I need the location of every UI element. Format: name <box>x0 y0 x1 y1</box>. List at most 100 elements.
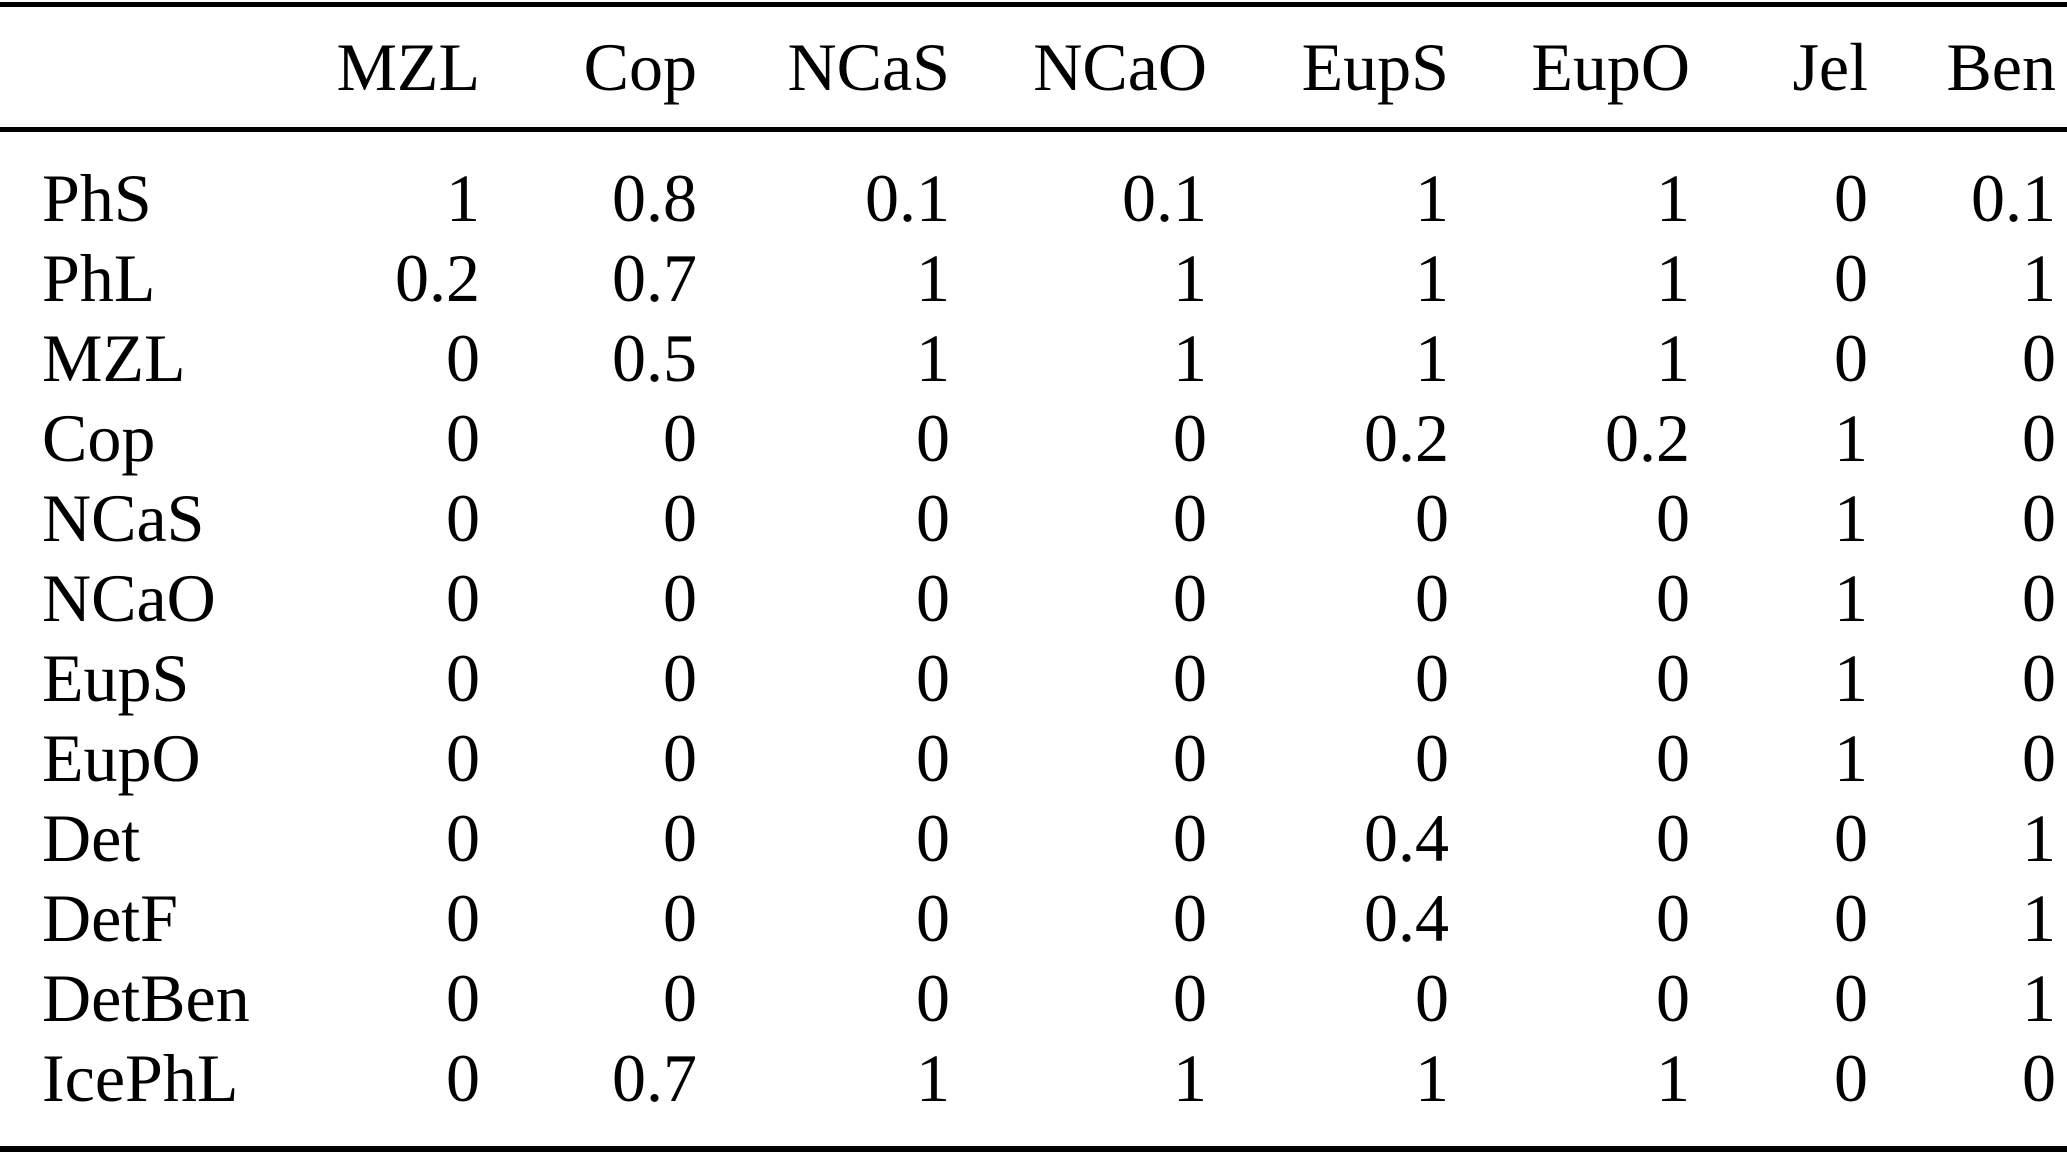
column-header: Jel <box>1690 4 1868 132</box>
row-label: DetF <box>42 879 178 956</box>
cell: 0.8 <box>612 159 697 236</box>
cell: 0 <box>1656 639 1690 716</box>
cell: 0.7 <box>612 239 697 316</box>
spacer-row <box>0 1118 2067 1149</box>
cell: 0 <box>663 879 697 956</box>
table-row: NCaS 0 0 0 0 0 0 1 0 <box>0 478 2067 558</box>
cell: 1 <box>1173 319 1207 396</box>
cell: 0 <box>916 879 950 956</box>
cell: 0 <box>446 319 480 396</box>
cell: 0 <box>663 959 697 1036</box>
cell: 0 <box>1834 799 1868 876</box>
cell: 0 <box>1656 479 1690 556</box>
cell: 1 <box>1834 479 1868 556</box>
cell: 1 <box>1834 719 1868 796</box>
cell: 0.2 <box>1364 399 1449 476</box>
cell: 1 <box>916 319 950 396</box>
cell: 1 <box>1173 239 1207 316</box>
table-row: DetBen 0 0 0 0 0 0 0 1 <box>0 958 2067 1038</box>
cell: 1 <box>2022 959 2056 1036</box>
column-header: EupS <box>1207 4 1449 132</box>
cell: 0.5 <box>612 319 697 396</box>
cell: 1 <box>1656 319 1690 396</box>
cell: 0 <box>916 639 950 716</box>
row-label: IcePhL <box>42 1039 239 1116</box>
spacer-cell <box>0 130 2067 159</box>
cell: 1 <box>446 159 480 236</box>
cell: 0 <box>1834 239 1868 316</box>
column-header: NCaS <box>697 4 950 132</box>
cell: 1 <box>916 1039 950 1116</box>
row-label: MZL <box>42 319 186 396</box>
cell: 0 <box>663 719 697 796</box>
cell: 0 <box>446 639 480 716</box>
cell: 0 <box>1173 559 1207 636</box>
cell: 0 <box>1173 639 1207 716</box>
table-row: Det 0 0 0 0 0.4 0 0 1 <box>0 798 2067 878</box>
column-header: Ben <box>1868 4 2067 132</box>
cell: 1 <box>1415 159 1449 236</box>
cell: 0 <box>1415 479 1449 556</box>
cell: 0 <box>1656 879 1690 956</box>
row-label: DetBen <box>42 959 250 1036</box>
cell: 0 <box>446 719 480 796</box>
cell: 1 <box>916 239 950 316</box>
table-body: PhS 1 0.8 0.1 0.1 1 1 0 0.1 PhL 0.2 0.7 1 1 1 1 0 1 MZL 0 0.… <box>0 130 2067 1150</box>
header-row: MZL Cop NCaS NCaO EupS EupO Jel Ben <box>0 4 2067 132</box>
cell: 0 <box>446 1039 480 1116</box>
cell: 1 <box>2022 239 2056 316</box>
cell: 0 <box>1173 719 1207 796</box>
row-label: PhS <box>42 159 152 236</box>
cell: 0 <box>2022 319 2056 396</box>
cell: 0 <box>2022 1039 2056 1116</box>
corner-cell <box>0 4 300 132</box>
cell: 0 <box>1173 879 1207 956</box>
cell: 0 <box>916 559 950 636</box>
row-label: EupO <box>42 719 201 796</box>
cell: 0 <box>1415 639 1449 716</box>
cell: 0 <box>663 399 697 476</box>
cell: 1 <box>1173 1039 1207 1116</box>
cell: 0 <box>916 479 950 556</box>
cell: 0 <box>663 799 697 876</box>
cell: 0.1 <box>1122 159 1207 236</box>
table-row: PhL 0.2 0.7 1 1 1 1 0 1 <box>0 238 2067 318</box>
cell: 0 <box>1656 559 1690 636</box>
cell: 0.4 <box>1364 799 1449 876</box>
cell: 0 <box>663 559 697 636</box>
cell: 0.2 <box>1605 399 1690 476</box>
spacer-cell <box>0 1118 2067 1149</box>
cell: 0.1 <box>865 159 950 236</box>
cell: 0 <box>1173 479 1207 556</box>
cell: 0 <box>2022 639 2056 716</box>
cell: 0 <box>1415 559 1449 636</box>
table-row: DetF 0 0 0 0 0.4 0 0 1 <box>0 878 2067 958</box>
row-label: NCaO <box>42 559 216 636</box>
cell: 0 <box>1415 959 1449 1036</box>
row-label: NCaS <box>42 479 205 556</box>
cell: 0 <box>663 639 697 716</box>
column-header: MZL <box>300 4 480 132</box>
cell: 1 <box>1834 399 1868 476</box>
cell: 0 <box>1834 959 1868 1036</box>
cell: 0 <box>446 959 480 1036</box>
cell: 0.1 <box>1971 159 2056 236</box>
table-row: IcePhL 0 0.7 1 1 1 1 0 0 <box>0 1038 2067 1118</box>
row-label: EupS <box>42 639 190 716</box>
cell: 0 <box>2022 399 2056 476</box>
cell: 0 <box>446 799 480 876</box>
table-row: Cop 0 0 0 0 0.2 0.2 1 0 <box>0 398 2067 478</box>
cell: 0.7 <box>612 1039 697 1116</box>
cell: 0 <box>916 719 950 796</box>
cell: 0.2 <box>395 239 480 316</box>
cell: 0 <box>2022 719 2056 796</box>
cell: 0 <box>916 959 950 1036</box>
cell: 1 <box>1656 159 1690 236</box>
cell: 1 <box>2022 799 2056 876</box>
cell: 0 <box>1834 879 1868 956</box>
cell: 0 <box>1656 719 1690 796</box>
cell: 0 <box>2022 479 2056 556</box>
row-label: Det <box>42 799 141 876</box>
